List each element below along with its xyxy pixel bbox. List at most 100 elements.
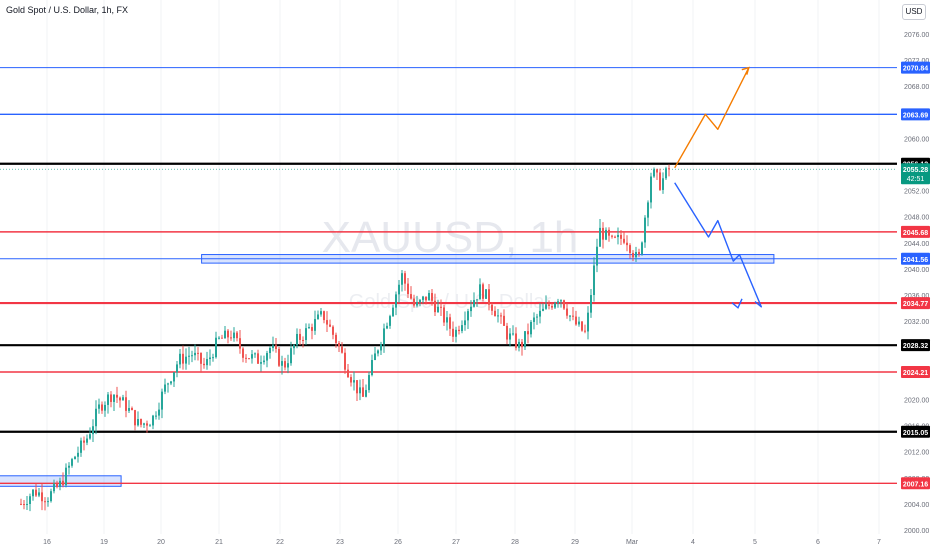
candle-body — [536, 316, 538, 318]
candle-body — [329, 324, 331, 327]
candle-body — [41, 492, 43, 502]
candle-body — [311, 327, 313, 331]
time-tick-label: 23 — [336, 539, 344, 546]
candle-body — [203, 363, 205, 366]
candle-body — [113, 394, 115, 402]
candle-body — [299, 333, 301, 340]
candle-body — [614, 236, 616, 238]
candle-body — [95, 408, 97, 427]
candle-body — [269, 347, 271, 354]
candle-body — [656, 169, 658, 173]
candle-body — [548, 304, 550, 306]
candle-body — [149, 425, 151, 427]
forecast-arrows — [674, 66, 762, 309]
candle-body — [347, 369, 349, 378]
candle-body — [383, 328, 385, 345]
candle-body — [92, 426, 94, 435]
price-axis-background — [897, 0, 932, 550]
level-price-label: 2045.68 — [903, 230, 928, 237]
candle-body — [596, 246, 598, 266]
candle-body — [368, 375, 370, 391]
time-axis[interactable]: 16 19 20 21 22 23 26 27 28 29 Mar 4 5 6 7 — [0, 534, 897, 550]
candle-body — [260, 362, 262, 364]
chart-title: Gold Spot / U.S. Dollar, 1h, FX — [6, 5, 129, 15]
time-tick-label: 16 — [43, 539, 51, 546]
candle-body — [134, 410, 136, 426]
candle-body — [287, 363, 289, 368]
forecast-path — [674, 182, 762, 308]
level-price-label: 2034.77 — [903, 301, 928, 308]
candle-body — [356, 380, 358, 394]
candle-body — [644, 217, 646, 243]
candle-body — [266, 353, 268, 361]
candle-body — [503, 315, 505, 326]
candle-body — [581, 321, 583, 331]
candle-body — [314, 319, 316, 331]
candle-body — [293, 345, 295, 349]
candle-body — [626, 242, 628, 246]
candle-body — [44, 501, 46, 503]
candle-body — [320, 311, 322, 315]
candle-body — [62, 480, 64, 486]
candle-body — [668, 168, 670, 170]
forecast-arrowhead — [741, 66, 750, 75]
candle-body — [449, 317, 451, 329]
currency-button[interactable]: USD — [902, 4, 926, 20]
time-tick-label: Mar — [626, 539, 639, 546]
levels-layer — [0, 67, 897, 484]
candle-body — [38, 492, 40, 496]
candle-body — [332, 326, 334, 335]
level-price-badge — [901, 477, 930, 490]
candle-body — [305, 328, 307, 341]
candle-body — [326, 320, 328, 325]
time-tick-label: 28 — [511, 539, 519, 546]
candle-body — [80, 440, 82, 453]
candle-body — [623, 238, 625, 243]
candle-body — [26, 503, 28, 505]
price-badges: 2070.842063.692056.122045.682041.562034.… — [901, 61, 930, 490]
candle-body — [137, 419, 139, 426]
candle-body — [170, 381, 172, 384]
current-price-badge — [901, 163, 930, 185]
candle-body — [275, 345, 277, 349]
candle-body — [404, 273, 406, 284]
candle-body — [533, 317, 535, 322]
candle-body — [239, 338, 241, 349]
candle-body — [263, 360, 265, 363]
level-price-badge — [901, 225, 930, 238]
candle-body — [389, 316, 391, 326]
candle-body — [110, 394, 112, 402]
candle-body — [512, 333, 514, 335]
level-price-badge — [901, 108, 930, 121]
price-tick-label: 2040.00 — [904, 267, 929, 274]
candle-body — [545, 304, 547, 309]
candle-body — [467, 311, 469, 321]
candle-body — [350, 377, 352, 383]
candle-body — [68, 465, 70, 468]
candle-body — [629, 245, 631, 253]
candle-body — [254, 353, 256, 355]
candle-body — [374, 353, 376, 361]
chart-grid — [46, 0, 880, 535]
candle-body — [128, 408, 130, 411]
candle-body — [461, 325, 463, 332]
candle-body — [635, 251, 637, 258]
candle-body — [296, 333, 298, 346]
candle-body — [593, 265, 595, 296]
candle-body — [122, 397, 124, 401]
candle-body — [176, 364, 178, 373]
candle-body — [290, 348, 292, 364]
price-tick-label: 2060.00 — [904, 136, 929, 143]
candle-body — [74, 456, 76, 460]
candle-body — [161, 391, 163, 410]
candle-body — [251, 354, 253, 359]
price-axis[interactable]: 2000.002004.002008.002012.002016.002020.… — [897, 0, 932, 550]
candle-body — [221, 337, 223, 339]
price-tick-label: 2012.00 — [904, 450, 929, 457]
candle-body — [665, 168, 667, 179]
candle-body — [620, 234, 622, 239]
candle-body — [47, 501, 49, 503]
candle-body — [566, 308, 568, 316]
forecast-arrowhead — [731, 298, 743, 309]
